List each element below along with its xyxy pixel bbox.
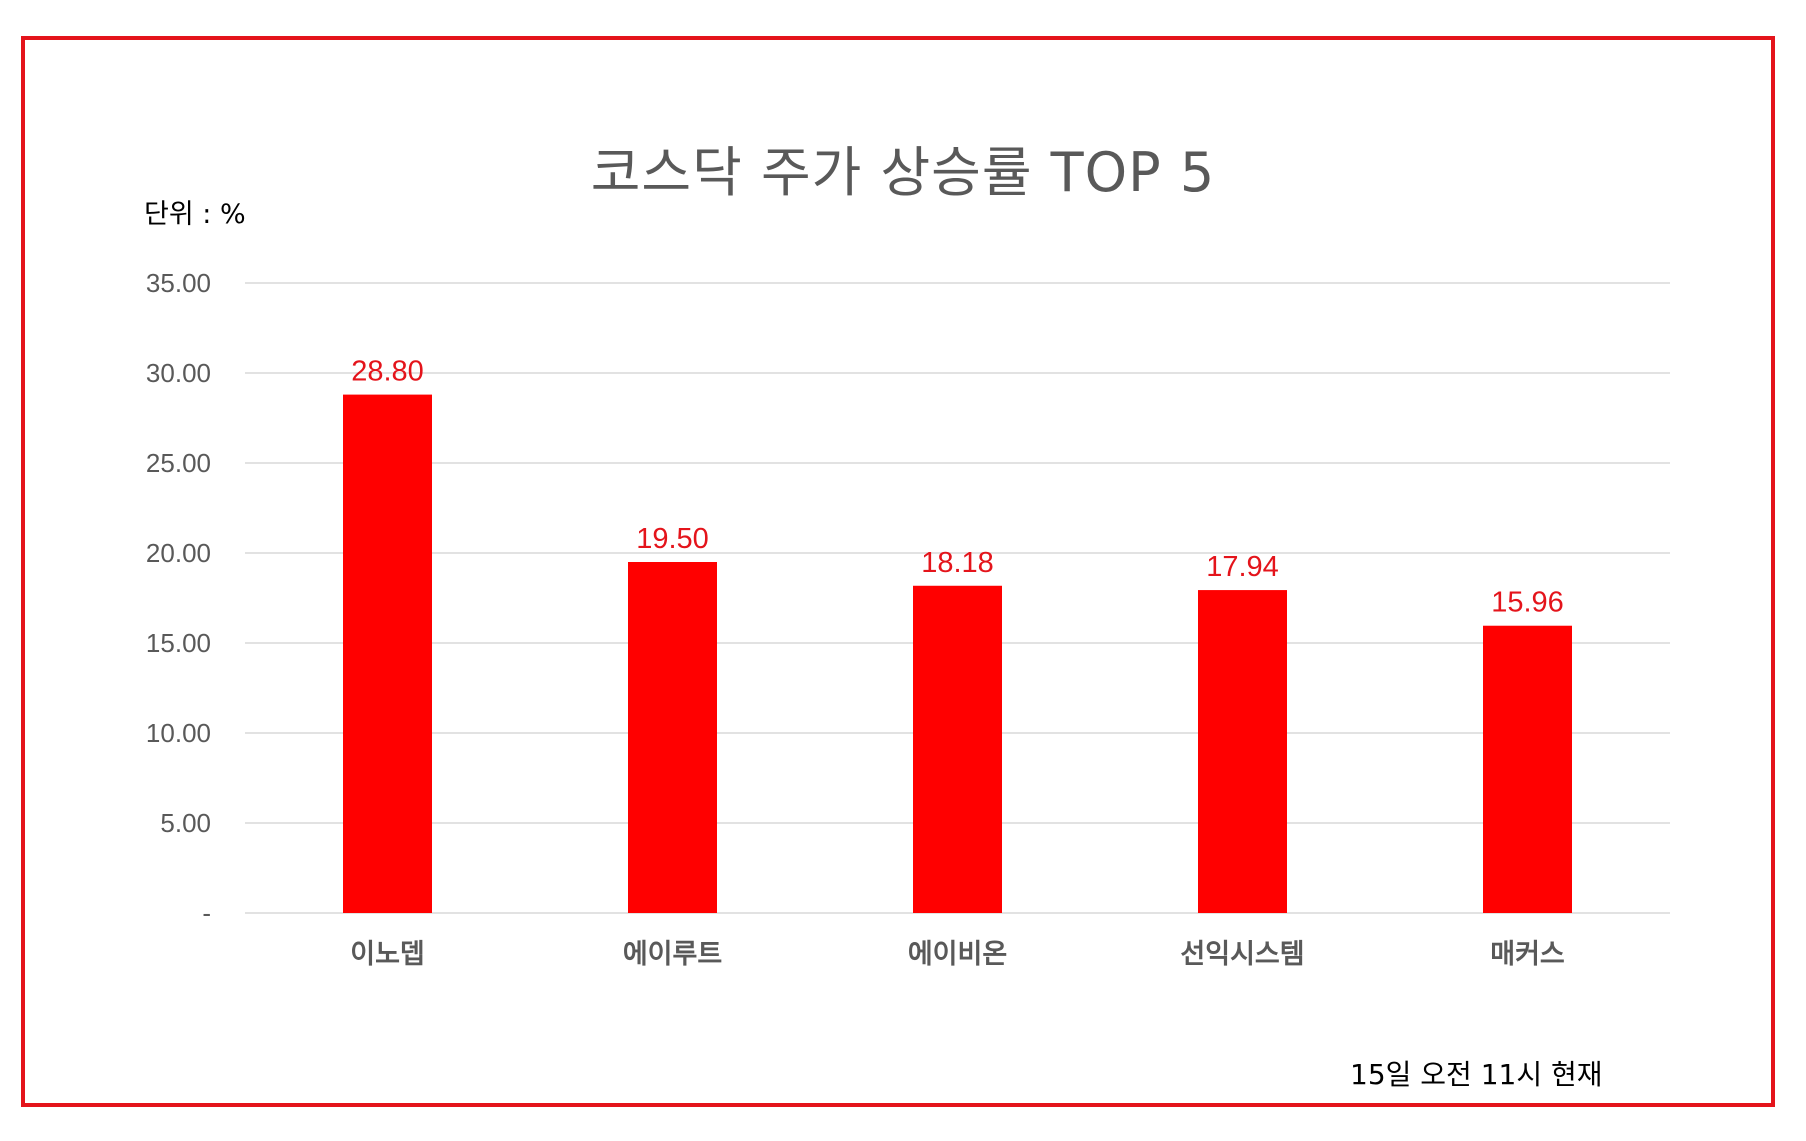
category-label: 에이비온: [908, 939, 1007, 970]
timestamp-note: 15일 오전 11시 현재: [1350, 1058, 1603, 1091]
y-tick-label: 5.00: [160, 808, 211, 838]
bar: [1483, 625, 1572, 913]
unit-label: 단위 : %: [144, 199, 246, 230]
bar: [1198, 590, 1287, 913]
y-tick-label: 30.00: [146, 358, 211, 388]
y-tick-label: 20.00: [146, 538, 211, 568]
data-label: 17.94: [1206, 551, 1279, 583]
data-label: 18.18: [921, 547, 994, 579]
bar: [343, 394, 432, 914]
chart-frame: [21, 36, 1775, 1107]
bar: [913, 585, 1002, 913]
y-axis-ticks: - 5.00 10.00 15.00 20.00 25.00 30.00 35.00: [146, 268, 211, 928]
y-tick-label: 15.00: [146, 628, 211, 658]
y-tick-label: 35.00: [146, 268, 211, 298]
x-axis-labels: 이노뎁 에이루트 에이비온 선익시스템 매커스: [350, 939, 1565, 970]
y-tick-label: 25.00: [146, 448, 211, 478]
y-tick-label: -: [202, 898, 211, 928]
y-tick-label: 10.00: [146, 718, 211, 748]
bar: [628, 562, 717, 913]
category-label: 매커스: [1490, 939, 1565, 970]
bars: [343, 394, 1572, 914]
category-label: 선익시스템: [1180, 939, 1304, 970]
data-labels: 28.80 19.50 18.18 17.94 15.96: [351, 356, 1564, 619]
data-label: 28.80: [351, 356, 424, 388]
category-label: 에이루트: [623, 939, 722, 970]
data-label: 19.50: [636, 523, 709, 555]
category-label: 이노뎁: [350, 939, 425, 970]
data-label: 15.96: [1491, 587, 1564, 619]
chart-title: 코스닥 주가 상승률 TOP 5: [590, 141, 1216, 204]
